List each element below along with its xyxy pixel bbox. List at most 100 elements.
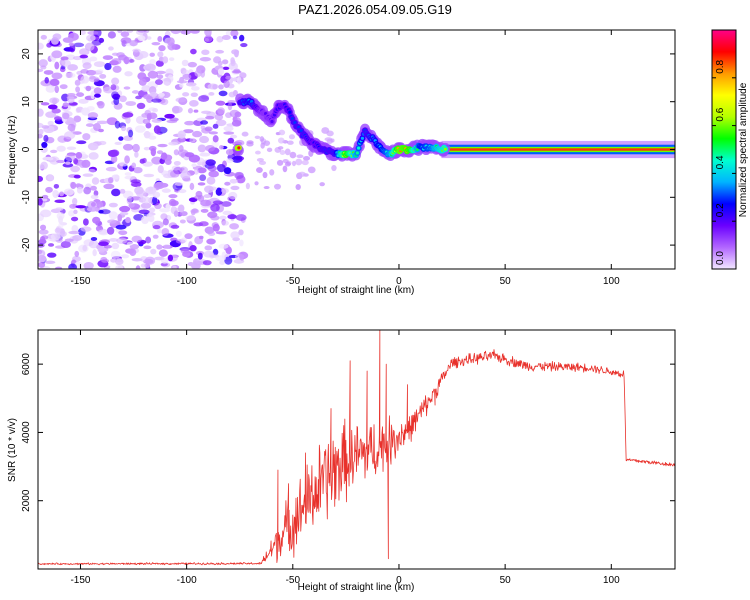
noise-speckle [289,151,297,159]
noise-speckle [158,249,168,257]
noise-speckle [137,35,146,42]
colorbar-bar [711,29,737,270]
noise-speckle [212,223,220,232]
noise-speckle [170,30,182,35]
noise-speckle [157,165,164,174]
x-tick-label: 50 [500,276,512,287]
noise-speckle [174,182,184,186]
noise-speckle [255,167,263,173]
track-blob [415,147,419,152]
noise-speckle [108,202,118,208]
noise-speckle [166,37,175,46]
noise-speckle [239,34,245,42]
noise-speckle [277,137,285,144]
x-tick-label: -50 [286,276,301,287]
noise-speckle [110,84,117,91]
noise-speckle [227,137,235,144]
noise-speckle [118,54,128,61]
noise-speckle [178,189,187,194]
noise-speckle [68,230,80,235]
spectrogram-x-axis: -150 -100 -50 0 50 100 [70,30,620,287]
noise-speckle [87,142,99,151]
noise-speckle [258,160,267,165]
noise-speckle [104,62,112,71]
track-blob [355,151,359,155]
noise-speckle [198,95,210,102]
noise-speckle [93,61,106,68]
noise-speckle [225,30,231,36]
noise-speckle [95,69,104,74]
snr-x-axis: -150 -100 -50 0 50 100 [70,330,620,586]
noise-speckle [150,248,157,255]
noise-speckle [75,151,83,159]
noise-speckle [60,56,69,61]
noise-speckle [168,198,177,207]
noise-speckle [47,104,58,110]
noise-speckle [49,78,60,87]
noise-speckle [122,112,134,118]
noise-speckle [101,258,110,263]
noise-speckle [214,113,224,121]
noise-speckle [197,167,207,174]
noise-speckle [147,70,159,79]
noise-speckle [111,58,122,65]
noise-speckle [169,170,180,178]
noise-speckle [205,115,215,120]
noise-speckle [90,236,98,241]
noise-speckle [230,134,238,139]
noise-speckle [111,91,119,99]
noise-speckle [94,93,101,98]
noise-speckle [59,84,68,90]
noise-speckle [50,37,59,45]
noise-speckle [110,258,117,263]
noise-speckle [83,186,92,195]
noise-speckle [69,203,77,209]
noise-speckle [179,211,188,217]
noise-speckle [230,57,235,65]
noise-speckle [72,235,83,241]
noise-speckle [223,167,232,175]
noise-speckle [53,183,60,189]
x-tick-label: 100 [603,276,620,287]
noise-speckle [135,189,147,198]
noise-speckle [263,140,271,146]
noise-speckle [132,48,141,53]
noise-speckle [62,37,74,43]
noise-speckle [70,181,77,190]
noise-speckle [168,141,179,146]
noise-speckle [171,105,180,114]
noise-speckle [142,157,147,164]
noise-speckle [146,36,152,40]
noise-speckle [93,122,101,132]
noise-speckle [225,75,232,80]
noise-speckle [143,245,152,250]
noise-speckle [295,158,303,166]
noise-speckle [39,236,46,243]
spectrogram-y-label: Frequency (Hz) [7,116,18,185]
noise-speckle [45,85,56,93]
noise-speckle [168,194,178,199]
noise-speckle [60,65,66,70]
noise-speckle [185,82,197,87]
noise-speckle [151,118,163,123]
noise-speckle [183,177,191,182]
noise-speckle [98,37,105,43]
noise-speckle [157,143,168,148]
noise-speckle [47,174,54,181]
noise-speckle [117,213,123,222]
noise-speckle [216,35,224,43]
noise-speckle [277,146,284,150]
noise-speckle [91,177,100,185]
noise-speckle [128,129,134,138]
y-tick-label: 2000 [21,489,32,512]
noise-speckle [120,31,130,38]
noise-speckle [162,218,169,226]
noise-speckle [73,42,85,48]
noise-speckle [40,34,47,40]
noise-speckle [232,35,238,40]
noise-speckle [38,261,46,268]
noise-speckle [190,86,200,91]
y-tick-label: -10 [21,190,32,205]
noise-speckle [90,201,96,207]
noise-speckle [230,185,240,191]
